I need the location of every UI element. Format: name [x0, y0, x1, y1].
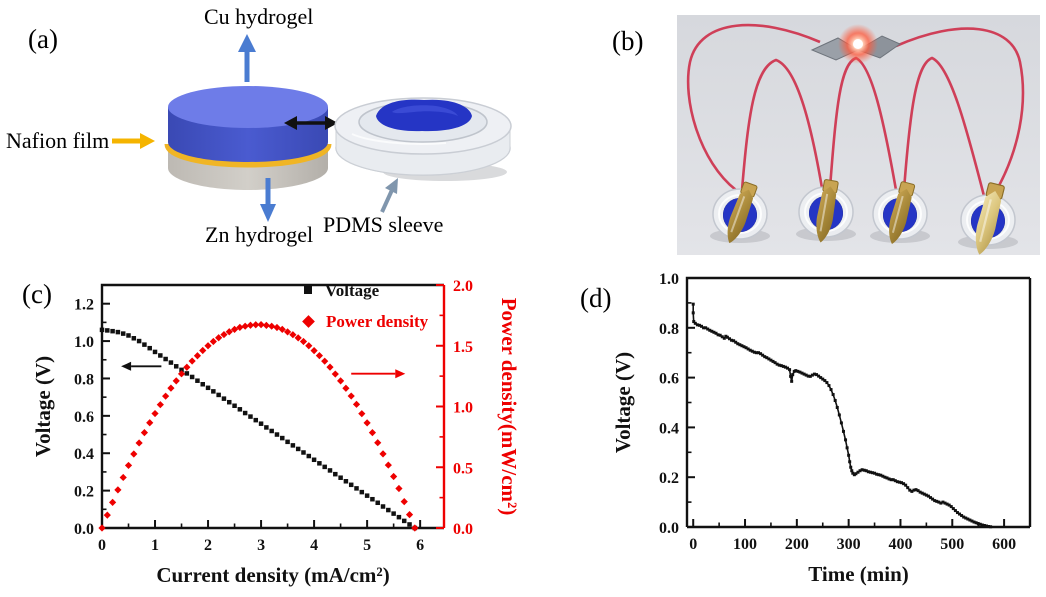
cell-3 [869, 180, 931, 248]
legend-label-power-density: Power density [326, 311, 429, 331]
svg-text:2.0: 2.0 [453, 278, 473, 295]
zn-hydrogel-body [168, 146, 328, 190]
double-arrow-icon [284, 116, 338, 130]
svg-text:1.5: 1.5 [453, 339, 473, 356]
svg-text:0.0: 0.0 [453, 521, 473, 538]
nafion-arrow-icon [112, 133, 155, 149]
svg-text:0.2: 0.2 [74, 484, 94, 501]
pdms-sleeve-photo [334, 97, 512, 181]
svg-text:0.0: 0.0 [74, 521, 94, 538]
svg-text:300: 300 [837, 536, 861, 553]
svg-text:Voltage (V): Voltage (V) [31, 356, 55, 457]
svg-text:3: 3 [257, 537, 265, 554]
legend-label-voltage: Voltage [325, 280, 380, 300]
svg-text:400: 400 [888, 536, 912, 553]
nafion-film-label: Nafion film [6, 128, 110, 153]
svg-text:0.4: 0.4 [659, 420, 679, 437]
down-arrow-icon [260, 178, 276, 222]
svg-text:5: 5 [363, 537, 371, 554]
svg-text:1.0: 1.0 [659, 271, 679, 288]
svg-text:0.4: 0.4 [74, 446, 94, 463]
svg-text:Time (min): Time (min) [808, 562, 909, 586]
panel-d-label: (d) [580, 283, 612, 313]
svg-text:4: 4 [310, 537, 318, 554]
svg-text:1.0: 1.0 [74, 334, 94, 351]
power-diamond-marker-icon [302, 314, 315, 328]
svg-text:1: 1 [151, 537, 159, 554]
cu-hydrogel-label: Cu hydrogel [204, 4, 314, 29]
wire-4 [902, 56, 986, 197]
svg-text:200: 200 [785, 536, 809, 553]
svg-text:1.2: 1.2 [74, 297, 94, 314]
svg-text:0.0: 0.0 [659, 520, 679, 537]
zn-hydrogel-label: Zn hydrogel [205, 222, 314, 247]
panel-a-label: (a) [28, 24, 58, 54]
svg-text:500: 500 [940, 536, 964, 553]
svg-text:0.5: 0.5 [453, 460, 473, 477]
svg-text:0: 0 [98, 537, 106, 554]
panel-b-label: (b) [612, 26, 644, 56]
svg-text:6: 6 [416, 537, 424, 554]
polarization-chart: 0 1 2 3 4 5 6 0.0 0.2 0.4 0.6 0.8 1.0 1.2 0.0 0.5 1.0 1.5… [31, 278, 521, 587]
svg-text:0.2: 0.2 [659, 470, 679, 487]
led-glow [838, 24, 878, 64]
legend-item-voltage: Voltage [304, 280, 380, 300]
svg-text:0.8: 0.8 [74, 371, 94, 388]
svg-text:0.6: 0.6 [74, 409, 94, 426]
nafion-film-band [164, 143, 332, 168]
legend-item-power-density: Power density [302, 311, 429, 331]
svg-text:600: 600 [992, 536, 1016, 553]
svg-text:2: 2 [204, 537, 212, 554]
cell-2 [795, 178, 857, 245]
cell-1 [709, 180, 771, 247]
panel-c-label: (c) [22, 279, 52, 309]
panel-a-schematic [112, 34, 512, 222]
cell-4 [957, 180, 1019, 258]
svg-text:1.0: 1.0 [453, 400, 473, 417]
wire-2 [740, 58, 824, 191]
panel-d-chart: 0 100 200 300 400 500 600 0.0 0.2 0.4 0.6 0.8 1.0 Tim… [530, 265, 1046, 597]
panel-b-photo [677, 15, 1040, 258]
wire-1 [686, 23, 821, 192]
svg-text:0.6: 0.6 [659, 371, 679, 388]
pdms-gel-blob [376, 99, 472, 132]
discharge-chart: 0 100 200 300 400 500 600 0.0 0.2 0.4 0.6 0.8 1.0 Tim… [611, 271, 1032, 586]
panel-c-chart: 0 1 2 3 4 5 6 0.0 0.2 0.4 0.6 0.8 1.0 1.2 0.0 0.5 1.0 1.5… [10, 265, 530, 597]
pdms-arrow-icon [380, 178, 398, 213]
svg-text:Current density (mA/cm²): Current density (mA/cm²) [156, 563, 389, 587]
wire-5 [895, 27, 1025, 199]
up-arrow-icon [238, 34, 256, 82]
voltage-square-marker-icon [304, 286, 312, 294]
svg-text:Voltage (V): Voltage (V) [611, 352, 635, 453]
svg-text:0.8: 0.8 [659, 321, 679, 338]
svg-text:100: 100 [733, 536, 757, 553]
pdms-sleeve-label: PDMS sleeve [323, 212, 444, 237]
svg-text:Power density(mW/cm²): Power density(mW/cm²) [497, 298, 521, 516]
cu-hydrogel-top [168, 86, 328, 128]
svg-text:0: 0 [689, 536, 697, 553]
